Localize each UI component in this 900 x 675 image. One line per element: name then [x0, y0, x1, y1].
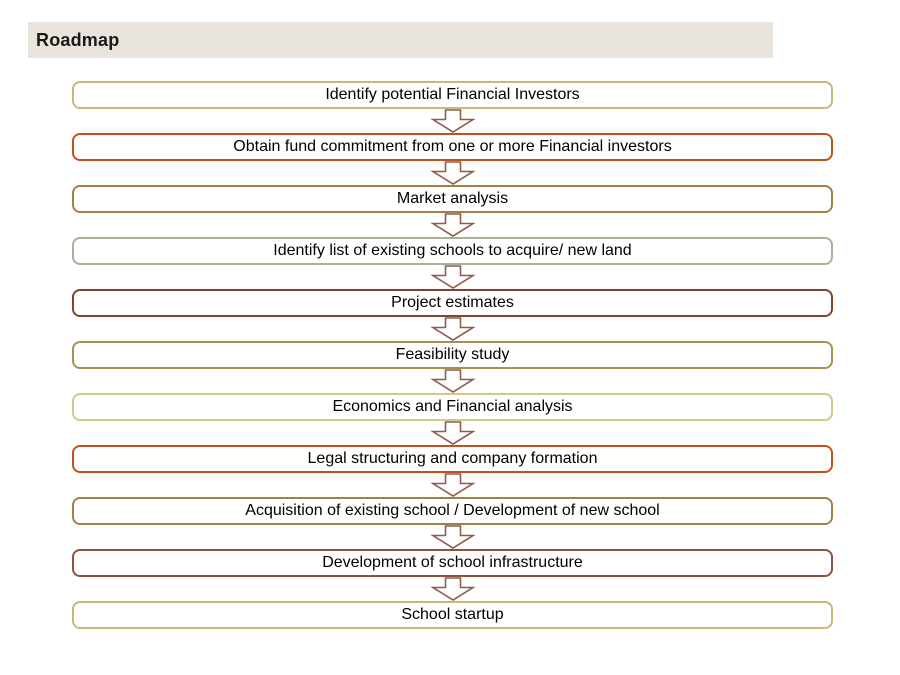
- flow-step: Obtain fund commitment from one or more …: [72, 133, 833, 161]
- page-title: Roadmap: [36, 29, 120, 50]
- flow-step: Project estimates: [72, 289, 833, 317]
- down-arrow-icon: [429, 577, 476, 601]
- down-arrow-icon: [429, 525, 476, 549]
- flow-column: Identify potential Financial Investors Ob…: [72, 81, 833, 629]
- slide-title-bar: Roadmap: [28, 22, 773, 58]
- flow-step: Market analysis: [72, 185, 833, 213]
- down-arrow-icon: [429, 421, 476, 445]
- flow-step: Acquisition of existing school / Develop…: [72, 497, 833, 525]
- flow-step: Legal structuring and company formation: [72, 445, 833, 473]
- flow-step: Development of school infrastructure: [72, 549, 833, 577]
- flow-step: School startup: [72, 601, 833, 629]
- flow-step: Identify list of existing schools to acq…: [72, 237, 833, 265]
- flow-step: Economics and Financial analysis: [72, 393, 833, 421]
- down-arrow-icon: [429, 265, 476, 289]
- flow-step: Identify potential Financial Investors: [72, 81, 833, 109]
- down-arrow-icon: [429, 473, 476, 497]
- down-arrow-icon: [429, 369, 476, 393]
- down-arrow-icon: [429, 317, 476, 341]
- down-arrow-icon: [429, 109, 476, 133]
- flow-step: Feasibility study: [72, 341, 833, 369]
- down-arrow-icon: [429, 213, 476, 237]
- down-arrow-icon: [429, 161, 476, 185]
